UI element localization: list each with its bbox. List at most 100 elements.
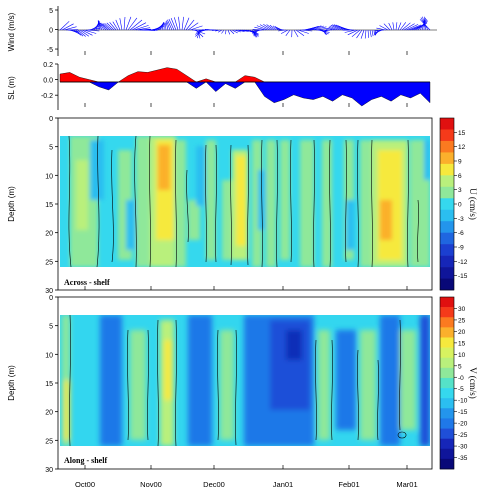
wind-stick	[266, 24, 275, 31]
colorbar-swatch	[440, 337, 454, 348]
y-tick-label: 15	[45, 381, 53, 388]
y-tick-label: 25	[45, 438, 53, 445]
y-tick-label: 10	[45, 352, 53, 359]
wind-stick	[297, 29, 309, 34]
along-shelf-contours	[69, 315, 407, 446]
wind-stick	[185, 19, 195, 31]
y-tick-label: 5	[49, 324, 53, 331]
wind-stick	[97, 21, 103, 31]
wind-stick	[419, 19, 431, 31]
colorbar-swatch	[440, 221, 454, 233]
wind-stick	[374, 29, 385, 32]
colorbar-label: 20	[458, 329, 466, 336]
wind-stick	[388, 22, 393, 31]
colorbar-swatch	[440, 377, 454, 389]
wind-stick	[276, 28, 285, 31]
wind-stick	[112, 21, 119, 31]
wind-stick	[259, 24, 271, 31]
wind-stick	[272, 25, 279, 31]
wind-panel: 5 0 -5 Wind (m/s)	[7, 6, 437, 56]
wind-stick	[123, 16, 126, 31]
wind-stick	[407, 24, 422, 31]
wind-stick	[330, 24, 341, 31]
along-shelf-y-ticks: 0 5 10 15 20 25 30	[45, 295, 58, 474]
colorbar-swatch	[440, 398, 454, 409]
colorbar-swatch	[440, 388, 454, 399]
colorbar-label: -9	[458, 245, 464, 252]
colorbar-swatch	[440, 267, 454, 279]
wind-stick	[383, 23, 391, 31]
wind-stick	[305, 26, 319, 31]
wind-stick	[197, 29, 201, 39]
colorbar-swatch	[440, 297, 454, 308]
wind-stick	[102, 23, 111, 31]
colorbar-label: -5	[458, 386, 464, 393]
wind-stick	[329, 25, 339, 31]
colorbar-label: 15	[458, 340, 466, 347]
time-x-axis: Oct00 Nov00 Dec00 Jan01 Feb01 Mar01	[75, 51, 418, 489]
wind-stick	[376, 27, 387, 31]
y-tick-label: 25	[45, 259, 53, 266]
colorbar-label: 5	[458, 363, 462, 370]
wind-stick	[399, 22, 407, 31]
colorbar-swatch	[440, 232, 454, 245]
wind-stick	[189, 25, 203, 31]
wind-stick	[77, 29, 86, 37]
wind-stick	[379, 25, 389, 31]
colorbar-swatch	[440, 307, 454, 318]
along-shelf-label: Along - shelf	[64, 456, 107, 465]
wind-stick	[81, 29, 93, 36]
colorbar-swatch	[440, 118, 454, 130]
along-shelf-label-box	[60, 446, 430, 467]
wind-stick	[405, 24, 419, 31]
colorbar-label: 0	[458, 202, 462, 209]
wind-stick	[167, 19, 173, 31]
wind-stick	[285, 29, 291, 36]
colorbar-swatch	[440, 175, 454, 188]
colorbar-label: 10	[458, 352, 466, 359]
along-shelf-panel: Along - shelf 0 5 10 15 20 25 30 Depth (m)	[7, 295, 433, 474]
colorbar-swatch	[440, 418, 454, 429]
wind-stick	[227, 29, 231, 35]
wind-stick	[174, 17, 179, 31]
wind-stick	[231, 29, 238, 34]
colorbar-swatch	[440, 438, 454, 450]
wind-stick	[360, 29, 365, 39]
colorbar-label: 6	[458, 173, 462, 180]
colorbar-label: -20	[458, 421, 468, 428]
colorbar-swatch	[440, 347, 454, 359]
wind-stick	[109, 22, 117, 31]
wind-stick	[341, 27, 353, 31]
colorbar-swatch	[440, 255, 454, 268]
y-tick-label: 30	[45, 288, 53, 295]
x-tick-label: Nov00	[140, 480, 162, 489]
sea-level-y-label: SL (m)	[7, 76, 16, 100]
wind-stick	[356, 29, 363, 39]
colorbar-swatch	[440, 129, 454, 142]
wind-stick	[371, 29, 374, 37]
wind-stick	[131, 22, 147, 31]
wind-stick	[165, 22, 167, 31]
wind-stick	[168, 18, 175, 31]
wind-stick	[280, 29, 289, 34]
wind-stick	[333, 24, 345, 31]
colorbar-label: 15	[458, 130, 466, 137]
wind-stick	[129, 19, 143, 31]
y-tick-label: 5	[49, 8, 53, 15]
wind-stick	[106, 22, 115, 31]
y-tick-label: 5	[49, 145, 53, 152]
colorbar-swatch	[440, 186, 454, 199]
colorbar-swatch	[440, 163, 454, 176]
colorbar-label: 25	[458, 317, 466, 324]
wind-stick	[125, 16, 132, 31]
wind-stick	[79, 29, 90, 37]
wind-stick	[225, 29, 227, 35]
wind-stick	[59, 21, 70, 31]
wind-stick	[325, 29, 333, 31]
wind-stick	[367, 29, 369, 38]
wind-stick	[344, 29, 357, 33]
wind-stick	[419, 18, 427, 31]
wind-stick	[211, 29, 219, 31]
across-shelf-label-box	[60, 267, 430, 288]
colorbar-label: -6	[458, 230, 464, 237]
